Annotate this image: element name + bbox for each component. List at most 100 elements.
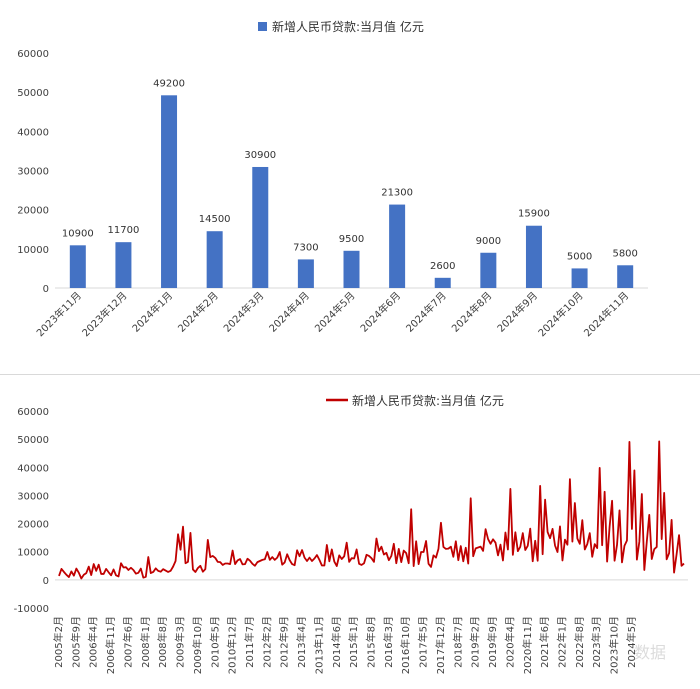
x-tick-label: 2022年8月 — [573, 616, 586, 668]
y-tick-label: 60000 — [17, 407, 49, 418]
y-tick-label: 60000 — [17, 49, 49, 60]
x-tick-label: 2024年2月 — [175, 289, 221, 335]
x-tick-label: 2010年5月 — [208, 616, 221, 668]
bar — [571, 268, 588, 288]
x-tick-label: 2024年1月 — [129, 289, 175, 335]
line-chart-panel: 新增人民币贷款:当月值 亿元 -10000 0 10000 20000 30000 4000… — [0, 380, 700, 685]
x-tick-label: 2013年4月 — [295, 616, 308, 668]
y-tick-label: 50000 — [17, 88, 49, 99]
y-tick-label: 40000 — [17, 127, 49, 138]
data-label: 9000 — [476, 236, 501, 247]
x-tick-label: 2021年6月 — [538, 616, 551, 668]
x-tick-label: 2019年2月 — [469, 616, 482, 668]
data-label: 5000 — [567, 251, 592, 262]
data-label: 30900 — [244, 150, 276, 161]
bar — [161, 95, 178, 288]
watermark: 数据 — [633, 643, 666, 662]
legend: 新增人民币贷款:当月值 亿元 — [326, 393, 504, 408]
x-tick-label: 2008年8月 — [156, 616, 169, 668]
data-label: 2600 — [430, 261, 455, 272]
x-tick-label: 2005年2月 — [52, 616, 65, 668]
x-tick-label: 2023年3月 — [590, 616, 603, 668]
x-tick-label: 2023年12月 — [79, 289, 129, 339]
y-tick-label: 50000 — [17, 435, 49, 446]
y-tick-label: 40000 — [17, 463, 49, 474]
bar — [252, 166, 269, 288]
x-tick-label: 2015年1月 — [347, 616, 360, 668]
x-tick-label: 2006年11月 — [104, 616, 117, 674]
x-tick-label: 2017年12月 — [434, 616, 447, 674]
x-tick-label: 2020年4月 — [503, 616, 516, 668]
line-chart: 新增人民币贷款:当月值 亿元 -10000 0 10000 20000 30000 4000… — [14, 393, 688, 674]
y-tick-label: 30000 — [17, 491, 49, 502]
x-tick-label: 2015年8月 — [365, 616, 378, 668]
bar — [69, 245, 86, 288]
x-tick-label: 2024年11月 — [581, 289, 631, 339]
y-tick-label: 20000 — [17, 520, 49, 531]
y-tick-label: 0 — [43, 284, 49, 295]
series-line — [58, 440, 685, 580]
bar — [480, 252, 497, 288]
data-label: 5800 — [612, 248, 637, 259]
x-tick-label: 2024年5月 — [625, 616, 638, 668]
bar-chart-panel: 新增人民币贷款:当月值 亿元 0 10000 20000 30000 40000 50000… — [17, 19, 648, 340]
x-tick-label: 2009年10月 — [191, 616, 204, 674]
panel-divider — [0, 374, 700, 375]
x-tick-label: 2012年2月 — [260, 616, 273, 668]
x-tick-label: 2020年11月 — [521, 616, 534, 674]
x-tick-label: 2010年12月 — [226, 616, 239, 674]
x-tick-label: 2005年9月 — [69, 616, 82, 668]
bar — [617, 265, 634, 288]
bar — [434, 277, 451, 288]
data-label: 10900 — [62, 228, 94, 239]
x-tick-label: 2024年6月 — [357, 289, 403, 335]
data-label: 11700 — [108, 225, 140, 236]
bar — [297, 259, 314, 288]
y-tick-label: 0 — [43, 576, 49, 587]
bar — [389, 204, 406, 288]
data-label: 15900 — [518, 209, 550, 220]
x-tick-label: 2024年9月 — [494, 289, 540, 335]
x-tick-label: 2024年5月 — [312, 289, 358, 335]
x-tick-label: 2014年6月 — [330, 616, 343, 668]
data-label: 9500 — [339, 234, 364, 245]
x-tick-label: 2022年1月 — [555, 616, 568, 668]
legend-swatch — [258, 22, 267, 31]
x-tick-label: 2024年10月 — [535, 289, 585, 339]
x-tick-label: 2009年3月 — [174, 616, 187, 668]
x-tick-label: 2012年9月 — [278, 616, 291, 668]
x-tick-label: 2019年9月 — [486, 616, 499, 668]
legend: 新增人民币贷款:当月值 亿元 — [258, 19, 424, 34]
x-tick-label: 2024年7月 — [403, 289, 449, 335]
x-tick-label: 2023年10月 — [608, 616, 621, 674]
bar-chart: 新增人民币贷款:当月值 亿元 0 10000 20000 30000 40000 50000… — [17, 19, 648, 339]
data-label: 14500 — [199, 214, 231, 225]
x-tick-label: 2006年4月 — [87, 616, 100, 668]
y-tick-label: -10000 — [14, 604, 49, 615]
bar — [343, 250, 360, 288]
legend-label: 新增人民币贷款:当月值 亿元 — [352, 393, 504, 408]
x-tick-label: 2024年4月 — [266, 289, 312, 335]
x-tick-label: 2017年5月 — [417, 616, 430, 668]
data-label: 7300 — [293, 242, 318, 253]
x-tick-label: 2011年7月 — [243, 616, 256, 668]
x-tick-label: 2008年1月 — [139, 616, 152, 668]
x-tick-label: 2018年7月 — [451, 616, 464, 668]
bar — [206, 231, 223, 288]
x-tick-label: 2024年8月 — [449, 289, 495, 335]
x-tick-label: 2016年3月 — [382, 616, 395, 668]
data-label: 21300 — [381, 188, 413, 199]
x-tick-label: 2023年11月 — [34, 289, 84, 339]
x-tick-label: 2013年11月 — [312, 616, 325, 674]
x-tick-label: 2024年3月 — [221, 289, 267, 335]
y-tick-label: 10000 — [17, 245, 49, 256]
y-tick-label: 20000 — [17, 206, 49, 217]
data-label: 49200 — [153, 78, 185, 89]
bar — [115, 242, 132, 288]
x-tick-label: 2016年10月 — [399, 616, 412, 674]
x-tick-label: 2007年6月 — [121, 616, 134, 668]
y-tick-label: 30000 — [17, 167, 49, 178]
bar — [525, 225, 542, 288]
legend-label: 新增人民币贷款:当月值 亿元 — [272, 19, 424, 34]
y-tick-label: 10000 — [17, 548, 49, 559]
